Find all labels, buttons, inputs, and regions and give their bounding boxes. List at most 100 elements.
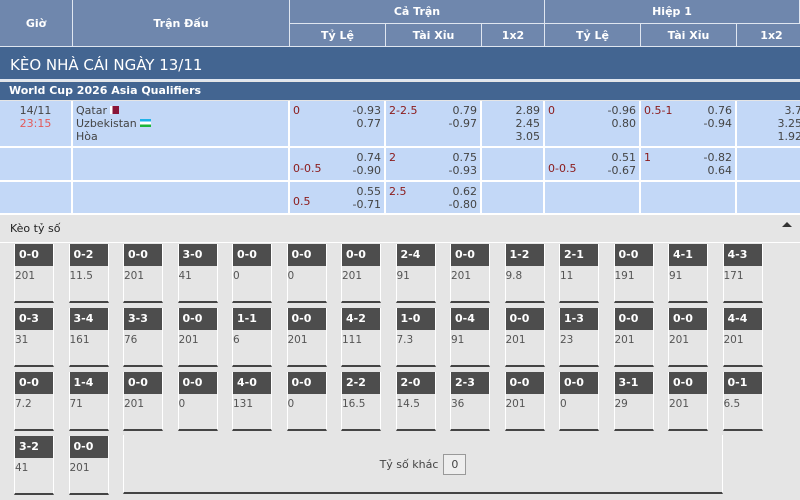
line-value[interactable]: 0.5-1 [644, 104, 673, 117]
line-value[interactable]: 0-0.5 [548, 162, 577, 175]
score-box[interactable]: 0-0 201 [14, 244, 54, 303]
league-title[interactable]: World Cup 2026 Asia Qualifiers [0, 82, 800, 100]
score-box[interactable]: 1-1 6 [232, 308, 272, 367]
odds-draw[interactable]: 3.25 [777, 117, 800, 130]
score-box[interactable]: 0-0 0 [286, 244, 327, 303]
score-odds[interactable]: 16.5 [342, 398, 366, 410]
score-odds[interactable]: 201 [124, 270, 145, 282]
score-odds[interactable]: 0 [178, 398, 186, 410]
score-odds[interactable]: 0 [287, 270, 295, 282]
odds-away[interactable]: 1.92 [777, 130, 800, 143]
score-box[interactable]: 1-4 71 [68, 372, 109, 431]
odds-value[interactable]: -0.67 [607, 164, 636, 177]
score-odds[interactable]: 201 [287, 334, 308, 346]
odds-draw[interactable]: 2.45 [515, 117, 541, 130]
score-odds[interactable]: 9.8 [505, 270, 523, 282]
odds-value[interactable]: 0.64 [707, 164, 733, 177]
score-box[interactable]: 4-1 91 [668, 244, 708, 303]
score-odds[interactable]: 191 [614, 270, 635, 282]
score-box[interactable]: 0-0 0 [559, 372, 599, 431]
score-box[interactable]: 0-0 201 [286, 308, 327, 367]
score-odds[interactable]: 201 [15, 270, 36, 282]
score-box[interactable]: 0-0 201 [613, 308, 654, 367]
score-odds[interactable]: 14.5 [396, 398, 420, 410]
score-odds[interactable]: 0 [233, 270, 240, 282]
score-odds[interactable]: 131 [233, 398, 254, 410]
odds-value[interactable]: 2.89 2.45 3.05 [516, 104, 541, 143]
odds-value[interactable]: -0.80 [448, 198, 477, 211]
score-odds[interactable]: 11.5 [69, 270, 93, 282]
odds-value[interactable]: -0.94 [703, 117, 732, 130]
score-odds[interactable]: 111 [342, 334, 363, 346]
score-odds[interactable]: 171 [723, 270, 744, 282]
score-box[interactable]: 2-2 16.5 [341, 372, 381, 431]
score-odds[interactable]: 36 [451, 398, 465, 410]
score-odds[interactable]: 29 [614, 398, 628, 410]
score-odds[interactable]: 0 [560, 398, 567, 410]
score-box[interactable]: 4-3 171 [722, 244, 763, 303]
score-odds[interactable]: 201 [124, 398, 145, 410]
score-box[interactable]: 0-0 0 [286, 372, 327, 431]
score-box[interactable]: 2-3 36 [450, 372, 490, 431]
score-odds[interactable]: 201 [69, 462, 90, 474]
score-odds[interactable]: 201 [614, 334, 635, 346]
score-box[interactable]: 2-1 11 [559, 244, 599, 303]
score-odds[interactable]: 23 [560, 334, 574, 346]
score-odds[interactable]: 201 [178, 334, 199, 346]
odds-home[interactable]: 2.89 [515, 104, 541, 117]
odds-value[interactable]: -0.97 [448, 117, 477, 130]
line-value[interactable]: 2.5 [389, 185, 407, 198]
score-box[interactable]: 0-0 201 [668, 372, 708, 431]
score-odds[interactable]: 6 [233, 334, 240, 346]
score-box[interactable]: 0-0 201 [668, 308, 708, 367]
score-box[interactable]: 3-1 29 [613, 372, 654, 431]
odds-value[interactable]: 0.80 [611, 117, 637, 130]
score-box[interactable]: 0-0 191 [613, 244, 654, 303]
score-odds[interactable]: 91 [451, 334, 465, 346]
score-box[interactable]: 3-4 161 [68, 308, 109, 367]
odds-value[interactable]: -0.90 [352, 164, 381, 177]
score-odds[interactable]: 201 [669, 334, 690, 346]
odds-value[interactable]: 0.77 [356, 117, 382, 130]
score-odds[interactable]: 201 [669, 398, 690, 410]
score-box[interactable]: 0-3 31 [14, 308, 54, 367]
score-box[interactable]: 0-1 6.5 [722, 372, 763, 431]
odds-value[interactable]: 0.74 [356, 151, 382, 164]
score-box[interactable]: 1-2 9.8 [504, 244, 545, 303]
line-value[interactable]: 0-0.5 [293, 162, 322, 175]
score-box[interactable]: 0-0 0 [232, 244, 272, 303]
score-odds[interactable]: 201 [723, 334, 744, 346]
line-value[interactable]: 0 [293, 104, 300, 117]
score-odds[interactable]: 41 [15, 462, 29, 474]
odds-value[interactable]: 0.75 [452, 151, 478, 164]
odds-home[interactable]: 3.7 [784, 104, 800, 117]
score-box[interactable]: 1-3 23 [559, 308, 599, 367]
score-box[interactable]: 2-4 91 [395, 244, 436, 303]
odds-value[interactable]: 0.79 [452, 104, 478, 117]
score-odds[interactable]: 71 [69, 398, 83, 410]
score-box[interactable]: 0-0 201 [68, 436, 109, 495]
score-odds[interactable]: 201 [342, 270, 363, 282]
score-box[interactable]: 3-2 41 [14, 436, 54, 495]
line-value[interactable]: 2 [389, 151, 396, 164]
score-odds[interactable]: 91 [396, 270, 410, 282]
score-box[interactable]: 0-4 91 [450, 308, 490, 367]
score-odds[interactable]: 201 [505, 334, 526, 346]
score-box[interactable]: 3-0 41 [177, 244, 218, 303]
score-box[interactable]: 0-0 201 [450, 244, 490, 303]
score-odds[interactable]: 201 [505, 398, 526, 410]
score-box[interactable]: 0-0 7.2 [14, 372, 54, 431]
odds-value[interactable]: -0.96 [607, 104, 636, 117]
score-box[interactable]: 2-0 14.5 [395, 372, 436, 431]
score-box[interactable]: 0-0 201 [504, 372, 545, 431]
odds-value[interactable]: 3.7 3.25 1.92 [778, 104, 800, 143]
score-odds[interactable]: 7.3 [396, 334, 414, 346]
other-score-value[interactable]: 0 [443, 454, 467, 475]
odds-value[interactable]: 0.51 [611, 151, 637, 164]
collapse-caret-icon[interactable] [782, 222, 792, 227]
score-odds[interactable]: 41 [178, 270, 192, 282]
line-value[interactable]: 1 [644, 151, 651, 164]
line-value[interactable]: 0.5 [293, 195, 311, 208]
score-odds[interactable]: 31 [15, 334, 29, 346]
odds-value[interactable]: -0.71 [352, 198, 381, 211]
